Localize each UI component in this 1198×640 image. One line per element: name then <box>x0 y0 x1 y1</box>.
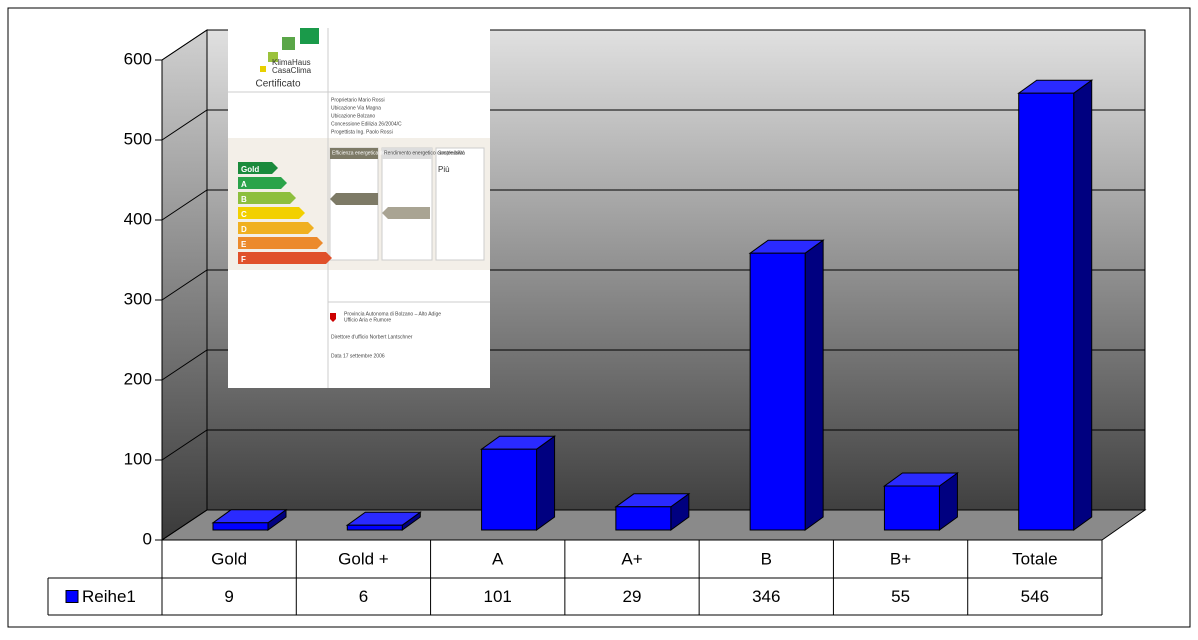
inset-column-head <box>330 148 378 159</box>
bar-front <box>1018 92 1075 531</box>
inset-text: Concessione Edilizia 26/2004/C <box>331 121 402 127</box>
bar-front <box>212 522 269 531</box>
table-value: 346 <box>752 587 780 606</box>
grid-line <box>161 349 1145 381</box>
x-tick-label: Gold <box>211 549 247 568</box>
y-tick-label: 500 <box>124 129 152 148</box>
y-tick-label: 200 <box>124 369 152 388</box>
table-value: 6 <box>359 587 368 606</box>
inset-column-head <box>382 148 432 159</box>
inset-image: KlimaHaus CasaClima Certificato Propriet… <box>228 28 490 388</box>
x-tick-label: A <box>492 549 504 568</box>
inset-text: Rendimento energetico complessivo <box>384 150 465 156</box>
class-label: F <box>241 255 246 264</box>
bar-front <box>883 485 940 531</box>
x-tick-label: B+ <box>890 549 911 568</box>
bar <box>345 511 422 531</box>
x-tick-label: A+ <box>621 549 642 568</box>
inset-emblem <box>330 313 336 322</box>
inset-arrow <box>382 207 430 219</box>
class-arrow <box>238 252 332 264</box>
grid-line <box>161 189 1145 221</box>
class-arrow <box>238 192 296 204</box>
class-arrow <box>238 237 323 249</box>
logo-text: CasaClima <box>272 66 312 75</box>
inset-text: Ubicazione Via Magna <box>331 105 381 111</box>
bar <box>614 492 691 531</box>
table-value: 9 <box>224 587 233 606</box>
inset-text: Progettista Ing. Paolo Rossi <box>331 129 393 135</box>
y-tick-label: 100 <box>124 449 152 468</box>
inset-text: Data 17 settembre 2006 <box>331 353 385 359</box>
class-arrow <box>238 207 305 219</box>
logo-text: KlimaHaus <box>272 58 311 67</box>
table-value: 55 <box>891 587 910 606</box>
inset-text: Efficienza energetica dell'involucro <box>332 150 409 156</box>
bar <box>480 435 557 531</box>
inset-text: Direttore d'ufficio Norbert Lantschner <box>331 334 413 340</box>
logo-square <box>300 28 319 44</box>
inset-column <box>435 147 485 261</box>
y-tick-label: 400 <box>124 209 152 228</box>
x-tick-label: Totale <box>1012 549 1057 568</box>
bar-front <box>615 506 672 531</box>
class-label: E <box>241 240 247 249</box>
grid-line <box>161 269 1145 301</box>
bar-front <box>481 448 538 531</box>
inset-text: Provincia Autonoma di Bolzano – Alto Adi… <box>344 311 441 317</box>
class-label: D <box>241 225 247 234</box>
inset-column <box>381 147 433 261</box>
x-tick-label: Gold + <box>338 549 389 568</box>
class-arrow <box>238 222 314 234</box>
inset-text: Ufficio Aria e Rumore <box>344 317 391 323</box>
class-label: A <box>241 180 247 189</box>
logo-square <box>260 66 266 72</box>
bar <box>748 239 825 531</box>
table-value: 546 <box>1021 587 1049 606</box>
x-tick-label: B <box>761 549 772 568</box>
class-label: Gold <box>241 165 259 174</box>
inset-text: Più <box>438 165 450 174</box>
class-arrow <box>238 162 278 174</box>
bar <box>882 472 959 531</box>
table-value: 101 <box>484 587 512 606</box>
inset-arrow <box>330 193 378 205</box>
class-label: B <box>241 195 247 204</box>
inset-text: Ubicazione Bolzano <box>331 113 375 119</box>
grid-line <box>161 29 1145 61</box>
bar-front <box>346 524 403 531</box>
legend-key <box>65 590 79 603</box>
bar <box>1017 79 1094 531</box>
inset-text: Proprietario Mario Rossi <box>331 97 385 103</box>
y-tick-label: 0 <box>143 529 152 548</box>
y-tick-label: 300 <box>124 289 152 308</box>
bar-side <box>536 435 556 531</box>
bar <box>211 508 288 531</box>
table-value: 29 <box>623 587 642 606</box>
logo-square <box>268 52 278 62</box>
grid-line <box>161 109 1145 141</box>
legend-label: Reihe1 <box>82 587 136 606</box>
inset-heading: Certificato <box>255 79 300 90</box>
bar-side <box>804 239 824 531</box>
class-arrow <box>238 177 287 189</box>
bar-side <box>1073 79 1093 531</box>
logo-square <box>282 37 295 50</box>
bar-front <box>749 252 806 531</box>
grid-line <box>161 509 1145 541</box>
inset-text: Sostenibilità <box>438 150 465 156</box>
y-tick-label: 600 <box>124 49 152 68</box>
class-label: C <box>241 210 247 219</box>
grid-line <box>161 429 1145 461</box>
